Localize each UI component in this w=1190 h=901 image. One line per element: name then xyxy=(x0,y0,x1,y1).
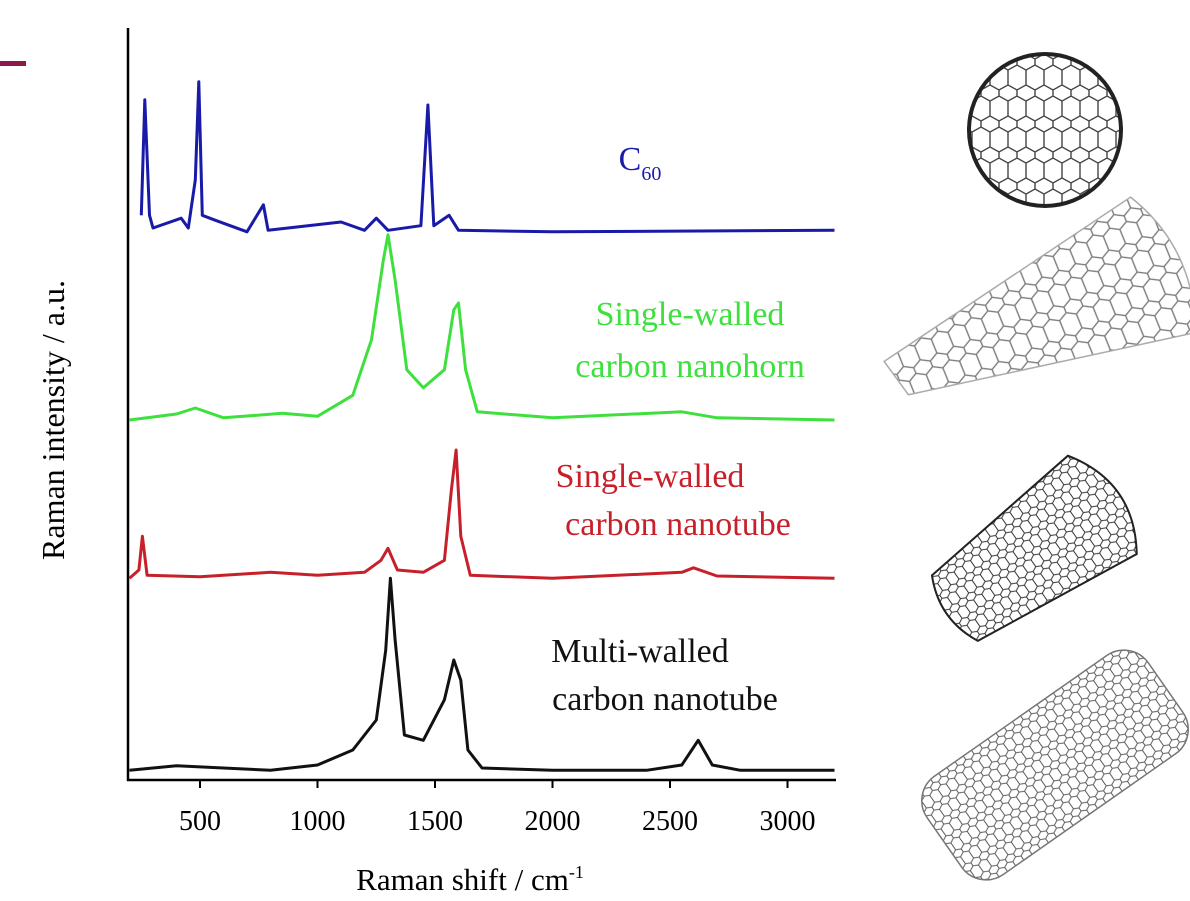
series-label-text: carbon nanohorn xyxy=(575,348,804,385)
swcnt xyxy=(912,444,1153,663)
x-axis-title: Raman shift / cm-1 xyxy=(356,862,584,897)
series-label: Single-walled xyxy=(556,458,745,495)
spectrum-line xyxy=(141,82,834,232)
x-axis-title-sup: -1 xyxy=(569,862,584,882)
x-tick-label: 1000 xyxy=(290,806,346,837)
series-label-text: C xyxy=(619,141,642,178)
series-label-text: Single-walled xyxy=(596,296,785,333)
x-tick-label: 1500 xyxy=(407,806,463,837)
series-label-text: Single-walled xyxy=(556,458,745,495)
corner-bar xyxy=(0,61,26,66)
chart: Raman shift / cm-1 Raman intensity / a.u… xyxy=(0,0,1190,901)
x-tick-label: 500 xyxy=(179,806,221,837)
series-label: carbon nanohorn xyxy=(575,348,804,385)
nanohorn xyxy=(862,189,1190,445)
series-label: Multi-walled xyxy=(551,633,729,670)
x-tick-label: 2000 xyxy=(525,806,581,837)
series-label: C60 xyxy=(619,141,662,185)
fullerene xyxy=(969,54,1121,206)
illustrations xyxy=(862,54,1190,892)
series-label-text: carbon nanotube xyxy=(552,681,778,718)
series-label-text: carbon nanotube xyxy=(565,506,791,543)
series-label: Single-walled xyxy=(596,296,785,333)
y-axis-title: Raman intensity / a.u. xyxy=(35,280,71,560)
mwcnt xyxy=(910,638,1190,891)
spectrum-line xyxy=(130,578,835,770)
series-label: carbon nanotube xyxy=(565,506,791,543)
series-label-text: Multi-walled xyxy=(551,633,729,670)
x-tick-label: 2500 xyxy=(642,806,698,837)
series-label-sub: 60 xyxy=(641,163,661,185)
x-axis-title-text: Raman shift / cm xyxy=(356,862,569,897)
series-label: carbon nanotube xyxy=(552,681,778,718)
x-tick-label: 3000 xyxy=(760,806,816,837)
